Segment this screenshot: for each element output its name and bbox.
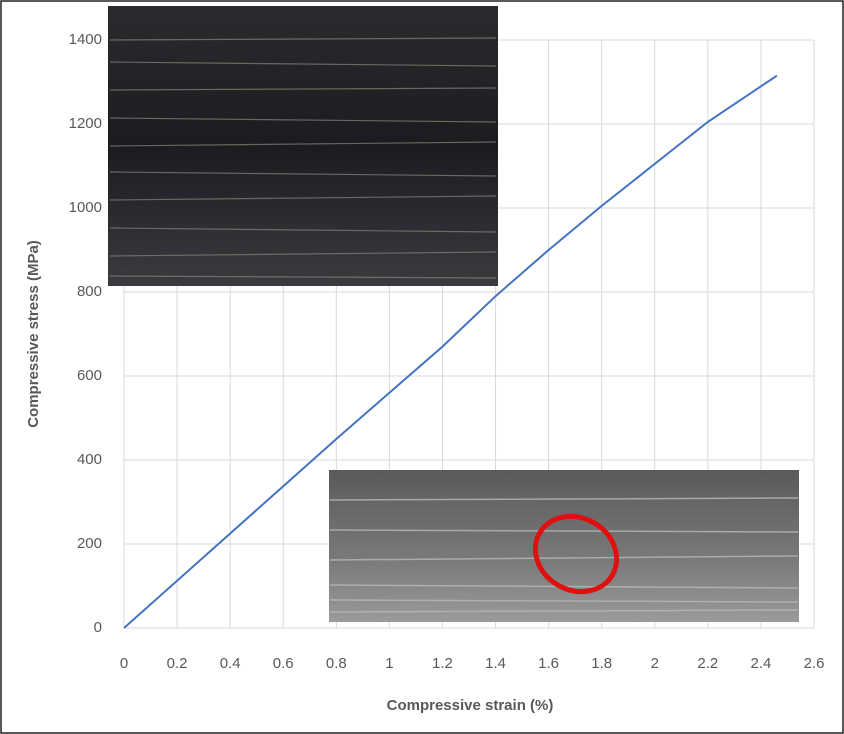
x-tick-label: 0 [120, 655, 128, 672]
y-tick-label: 200 [77, 535, 102, 552]
x-tick-label: 1.4 [485, 655, 506, 672]
y-tick-label: 0 [94, 619, 102, 636]
y-tick-label: 1200 [69, 115, 102, 132]
x-tick-label: 2 [651, 655, 659, 672]
x-tick-label: 0.8 [326, 655, 347, 672]
x-tick-label: 1 [385, 655, 393, 672]
x-tick-label: 0.6 [273, 655, 294, 672]
x-axis-title: Compressive strain (%) [387, 697, 554, 714]
y-tick-label: 800 [77, 283, 102, 300]
x-tick-label: 2.6 [804, 655, 825, 672]
x-tick-label: 0.4 [220, 655, 241, 672]
y-tick-label: 1000 [69, 199, 102, 216]
inset-photo-bottom [329, 470, 799, 622]
x-tick-label: 1.6 [538, 655, 559, 672]
y-axis-title: Compressive stress (MPa) [25, 240, 42, 428]
x-tick-label: 2.4 [750, 655, 771, 672]
y-tick-label: 600 [77, 367, 102, 384]
x-tick-label: 1.8 [591, 655, 612, 672]
x-tick-label: 2.2 [697, 655, 718, 672]
y-tick-label: 400 [77, 451, 102, 468]
y-tick-label: 1400 [69, 31, 102, 48]
x-tick-label: 0.2 [167, 655, 188, 672]
x-tick-label: 1.2 [432, 655, 453, 672]
chart: Compressive strain (%) Compressive stres… [0, 0, 844, 734]
